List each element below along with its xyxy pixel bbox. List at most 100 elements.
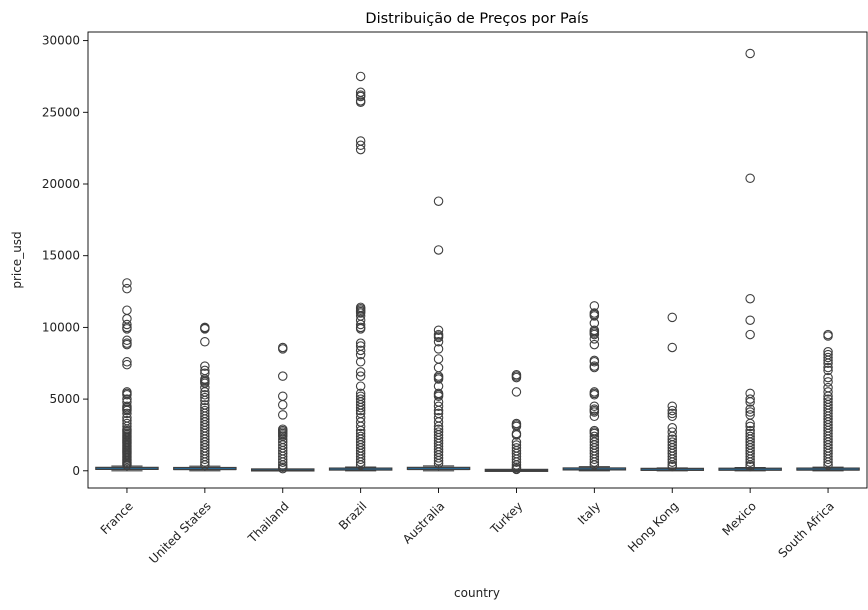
outlier-point bbox=[433, 354, 444, 364]
outlier-point bbox=[511, 387, 522, 397]
outlier-point bbox=[589, 329, 600, 340]
outlier-point bbox=[823, 358, 833, 368]
outlier-point bbox=[589, 407, 600, 417]
outlier-point bbox=[823, 352, 833, 363]
outlier-point bbox=[667, 342, 677, 353]
outlier-point bbox=[355, 91, 366, 102]
outlier-point bbox=[433, 374, 444, 384]
outlier-point bbox=[745, 407, 755, 417]
x-tick-label: South Africa bbox=[775, 499, 836, 560]
box-hong-kong bbox=[640, 312, 705, 472]
x-tick-label: Thailand bbox=[245, 499, 292, 546]
outlier-point bbox=[277, 344, 288, 354]
outlier-point bbox=[122, 324, 132, 334]
y-tick-label: 25000 bbox=[42, 105, 80, 119]
box-series bbox=[95, 48, 860, 475]
outlier-point bbox=[433, 344, 444, 354]
outlier-point bbox=[200, 390, 210, 400]
outlier-point bbox=[589, 454, 600, 465]
outlier-point bbox=[511, 372, 522, 383]
outlier-point bbox=[355, 454, 366, 465]
y-tick-label: 5000 bbox=[49, 392, 80, 406]
outlier-point bbox=[589, 357, 600, 367]
outlier-point bbox=[122, 357, 132, 367]
outlier-point bbox=[589, 401, 600, 412]
box-south-africa bbox=[796, 329, 860, 472]
outlier-point bbox=[667, 461, 677, 472]
outlier-point bbox=[433, 458, 444, 469]
outlier-point bbox=[200, 395, 210, 406]
outlier-point bbox=[122, 283, 132, 294]
outlier-point bbox=[511, 430, 522, 440]
outlier-point bbox=[745, 48, 755, 59]
outlier-point bbox=[667, 405, 677, 416]
x-tick-label: France bbox=[98, 499, 136, 537]
outlier-point bbox=[589, 362, 600, 373]
x-tick-label: Australia bbox=[400, 499, 447, 546]
outlier-point bbox=[122, 278, 132, 288]
outlier-point bbox=[823, 387, 833, 397]
outlier-point bbox=[745, 315, 755, 325]
outlier-point bbox=[200, 336, 210, 347]
x-tick-label: Hong Kong bbox=[625, 499, 681, 555]
outlier-point bbox=[355, 421, 366, 432]
outlier-point bbox=[355, 367, 366, 377]
y-axis-label: price_usd bbox=[10, 231, 24, 288]
chart-title: Distribuição de Preços por País bbox=[365, 11, 588, 27]
outlier-point bbox=[745, 457, 755, 467]
outlier-point bbox=[433, 332, 444, 343]
x-tick-label: Mexico bbox=[720, 499, 760, 539]
outlier-point bbox=[823, 362, 833, 373]
outlier-point bbox=[433, 362, 444, 373]
outlier-point bbox=[200, 454, 210, 465]
outlier-point bbox=[433, 417, 444, 427]
outlier-point bbox=[355, 144, 366, 155]
outlier-point bbox=[122, 408, 132, 419]
outlier-point bbox=[745, 293, 755, 304]
outlier-point bbox=[277, 457, 288, 467]
outlier-point bbox=[823, 331, 833, 341]
y-tick-label: 30000 bbox=[42, 34, 80, 48]
outlier-point bbox=[823, 377, 833, 387]
x-tick-label: United States bbox=[146, 499, 213, 566]
outlier-point bbox=[433, 401, 444, 412]
plot-frame bbox=[87, 31, 868, 489]
outlier-point bbox=[823, 460, 833, 470]
outlier-point bbox=[667, 457, 677, 467]
outlier-point bbox=[667, 454, 677, 465]
outlier-point bbox=[589, 334, 600, 344]
outlier-point bbox=[823, 365, 833, 376]
outlier-point bbox=[200, 324, 210, 334]
outlier-point bbox=[823, 457, 833, 467]
x-axis-label: country bbox=[454, 586, 500, 600]
outlier-point bbox=[745, 461, 755, 472]
outlier-point bbox=[745, 397, 755, 407]
box-france bbox=[95, 278, 159, 472]
box-thailand bbox=[250, 342, 315, 474]
outlier-point bbox=[355, 460, 366, 470]
outlier-point bbox=[355, 345, 366, 356]
outlier-point bbox=[433, 336, 444, 347]
outlier-point bbox=[745, 454, 755, 465]
outlier-point bbox=[355, 338, 366, 348]
outlier-point bbox=[122, 305, 132, 315]
outlier-point bbox=[667, 411, 677, 422]
outlier-point bbox=[355, 140, 366, 151]
outlier-point bbox=[277, 463, 288, 474]
outlier-point bbox=[433, 325, 444, 336]
outlier-point bbox=[355, 402, 366, 413]
box-italy bbox=[562, 301, 627, 472]
x-tick-label: Turkey bbox=[487, 499, 525, 537]
outlier-point bbox=[122, 319, 132, 330]
outlier-point bbox=[433, 391, 444, 401]
y-tick-label: 0 bbox=[72, 464, 80, 478]
outlier-point bbox=[745, 404, 755, 414]
x-tick-label: Italy bbox=[575, 499, 603, 527]
box-brazil bbox=[328, 71, 393, 472]
outlier-point bbox=[355, 457, 366, 467]
outlier-point bbox=[277, 371, 288, 381]
outlier-point bbox=[122, 460, 132, 470]
outlier-point bbox=[200, 460, 210, 470]
